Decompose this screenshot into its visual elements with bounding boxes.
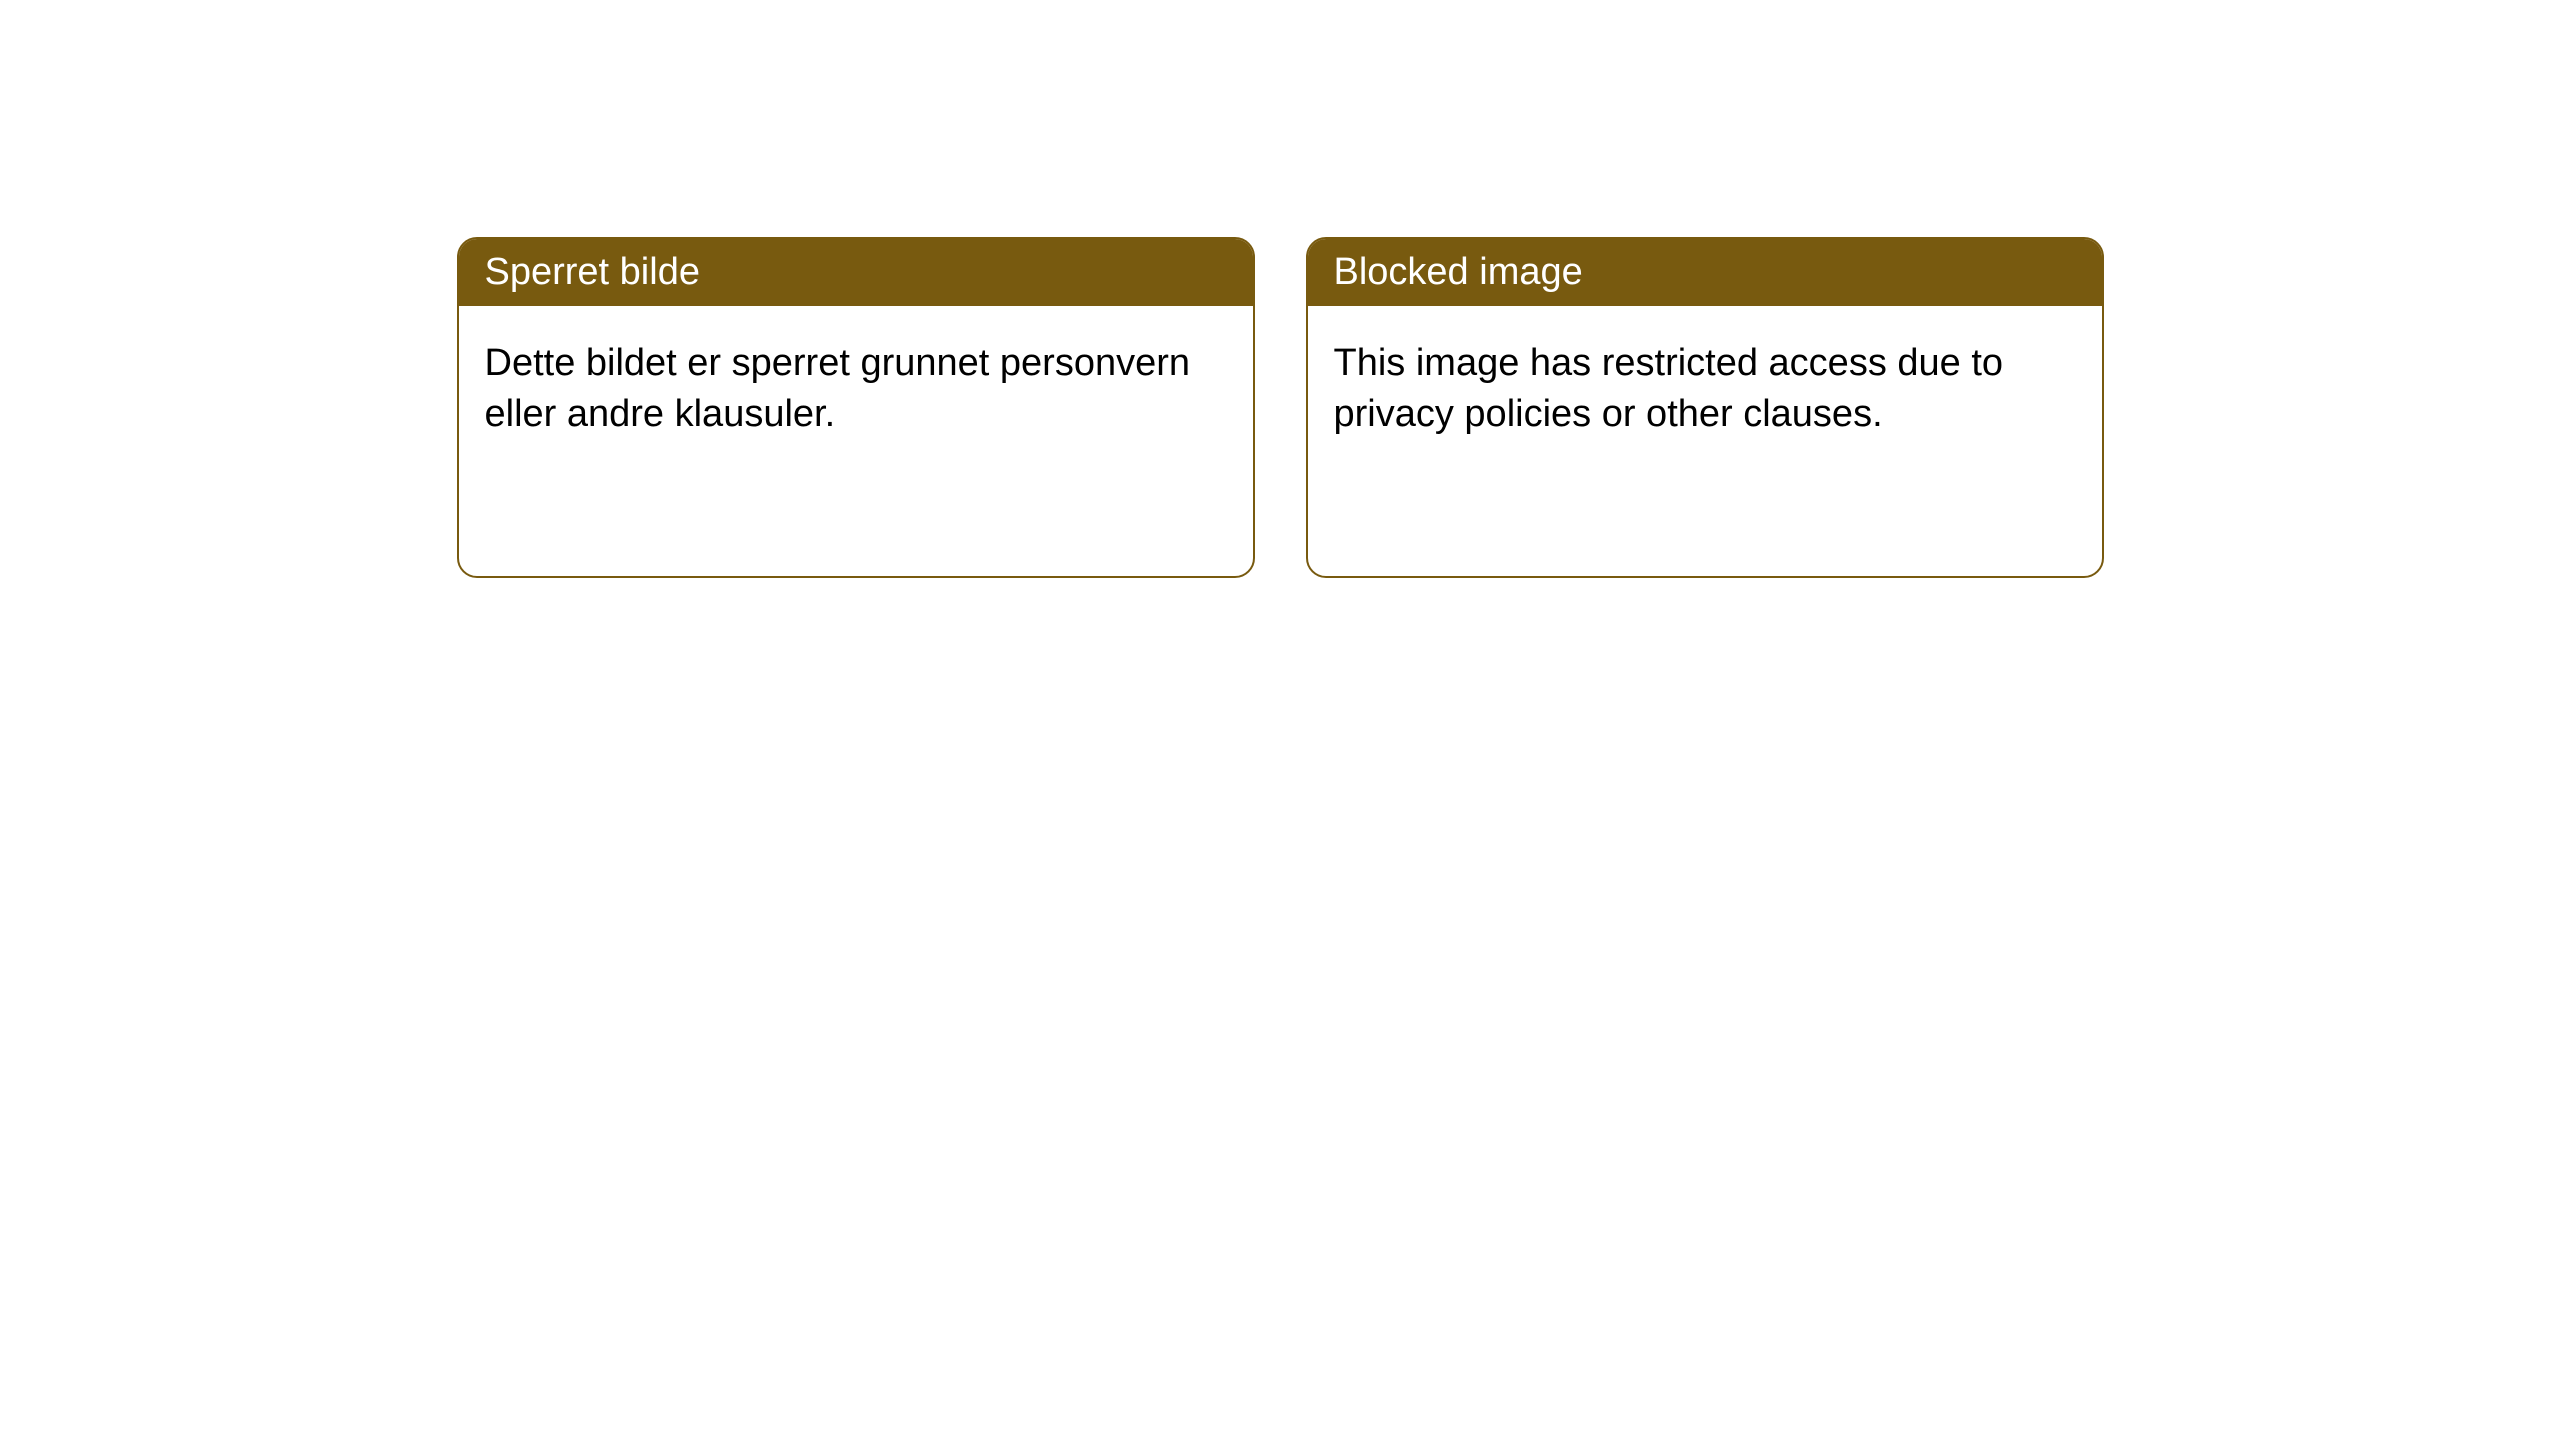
- notice-card-norwegian: Sperret bilde Dette bildet er sperret gr…: [457, 237, 1255, 578]
- card-header-english: Blocked image: [1308, 239, 2102, 306]
- card-title: Blocked image: [1334, 251, 1583, 293]
- card-header-norwegian: Sperret bilde: [459, 239, 1253, 306]
- card-title: Sperret bilde: [485, 251, 700, 293]
- notice-container: Sperret bilde Dette bildet er sperret gr…: [0, 237, 2560, 578]
- card-message: Dette bildet er sperret grunnet personve…: [485, 342, 1191, 435]
- notice-card-english: Blocked image This image has restricted …: [1306, 237, 2104, 578]
- card-body-english: This image has restricted access due to …: [1308, 306, 2102, 576]
- card-message: This image has restricted access due to …: [1334, 342, 2004, 435]
- card-body-norwegian: Dette bildet er sperret grunnet personve…: [459, 306, 1253, 576]
